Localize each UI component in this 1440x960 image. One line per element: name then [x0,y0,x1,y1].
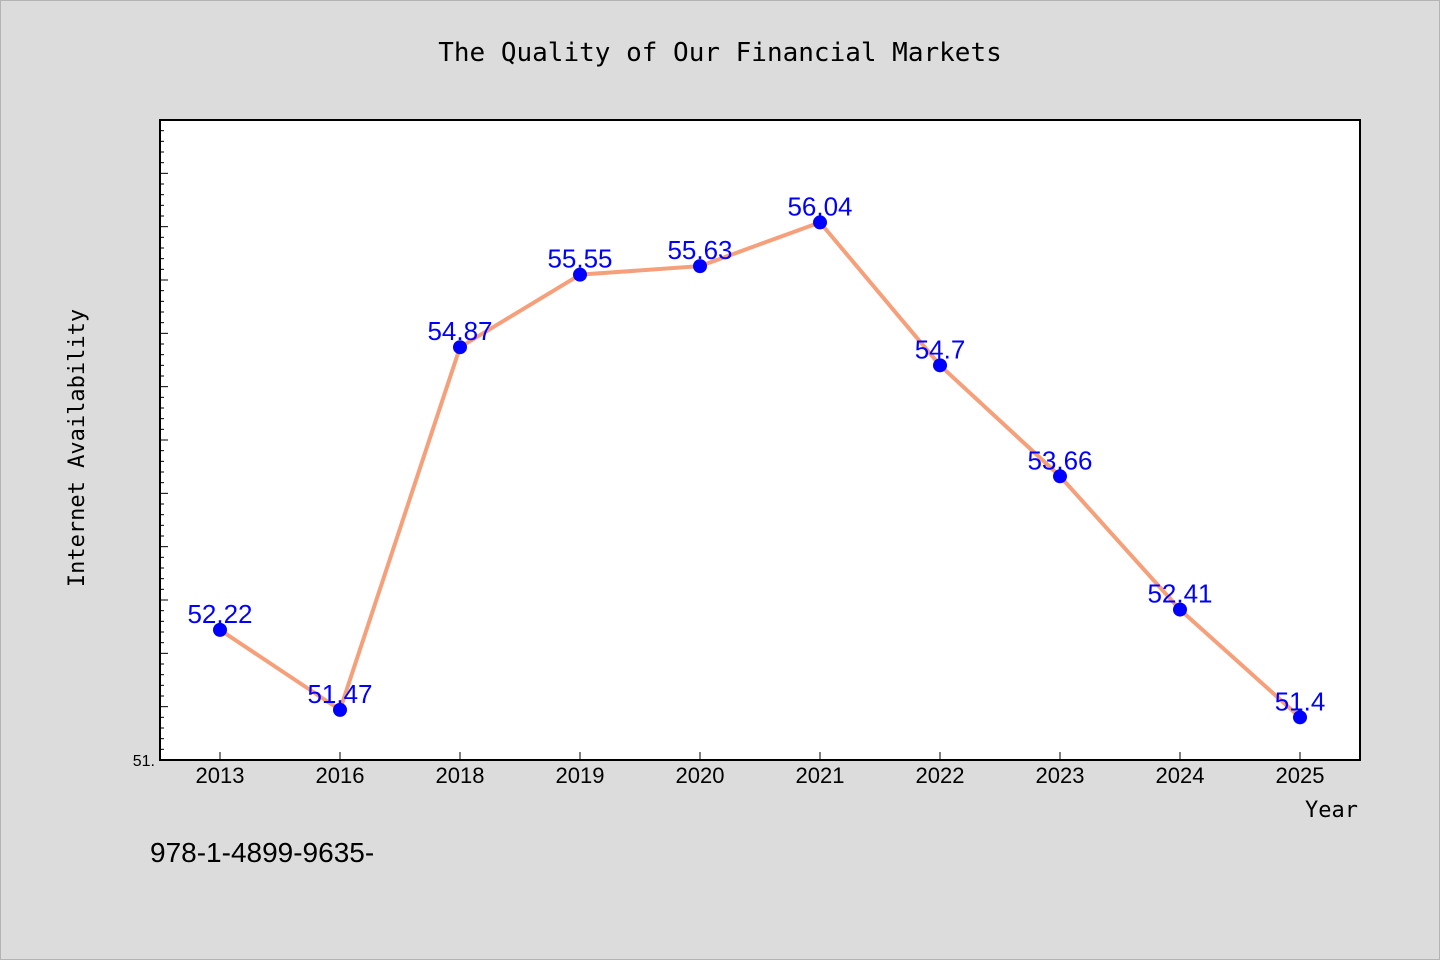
data-point [453,340,467,355]
data-point [933,358,947,373]
x-tick-label: 2018 [436,763,485,788]
data-markers [213,215,1307,725]
data-label: 56.04 [787,191,852,221]
series-lines [218,220,1302,720]
x-tick-label: 2020 [676,763,725,788]
footnote: 978-1-4899-9635- [150,837,374,868]
data-point [1293,710,1307,725]
data-label: 52.41 [1147,579,1212,609]
plot-area [159,119,1361,761]
x-tick-label: 2019 [556,763,605,788]
data-label: 53.66 [1027,445,1092,475]
x-axis-label: Year [1305,798,1358,823]
data-label: 54.7 [915,334,966,364]
data-label: 52.22 [187,599,252,629]
series-line [218,220,1302,720]
y-axis-ticks [160,119,168,761]
data-point [693,259,707,274]
x-tick-label: 2016 [316,763,365,788]
data-point [1053,469,1067,484]
x-tick-label: 2023 [1036,763,1085,788]
x-tick-label: 2022 [916,763,965,788]
data-point [333,702,347,717]
data-point [213,622,227,637]
data-labels: 52.22 51.47 54.87 55.55 55.63 56.04 54.7 53.66 5… [187,191,1325,716]
chart-title: The Quality of Our Financial Markets [438,38,1002,68]
data-point [573,267,587,282]
x-tick-label: 2021 [796,763,845,788]
data-label: 54.87 [427,316,492,346]
data-label: 55.63 [667,235,732,265]
x-tick-label: 2013 [196,763,245,788]
x-tick-label: 2024 [1156,763,1205,788]
data-point [1173,602,1187,617]
data-label: 51.4 [1275,686,1326,716]
data-label: 51.47 [307,679,372,709]
x-axis-ticks [219,752,1301,760]
data-label: 55.55 [547,244,612,274]
y-axis-label: Internet Availability [65,309,90,587]
data-point [813,215,827,230]
x-axis-tick-labels: 2013 2016 2018 2019 2020 2021 2022 2023 2024 2025 [196,763,1325,788]
x-tick-label: 2025 [1276,763,1325,788]
y-tick-label: 51. [133,753,155,770]
